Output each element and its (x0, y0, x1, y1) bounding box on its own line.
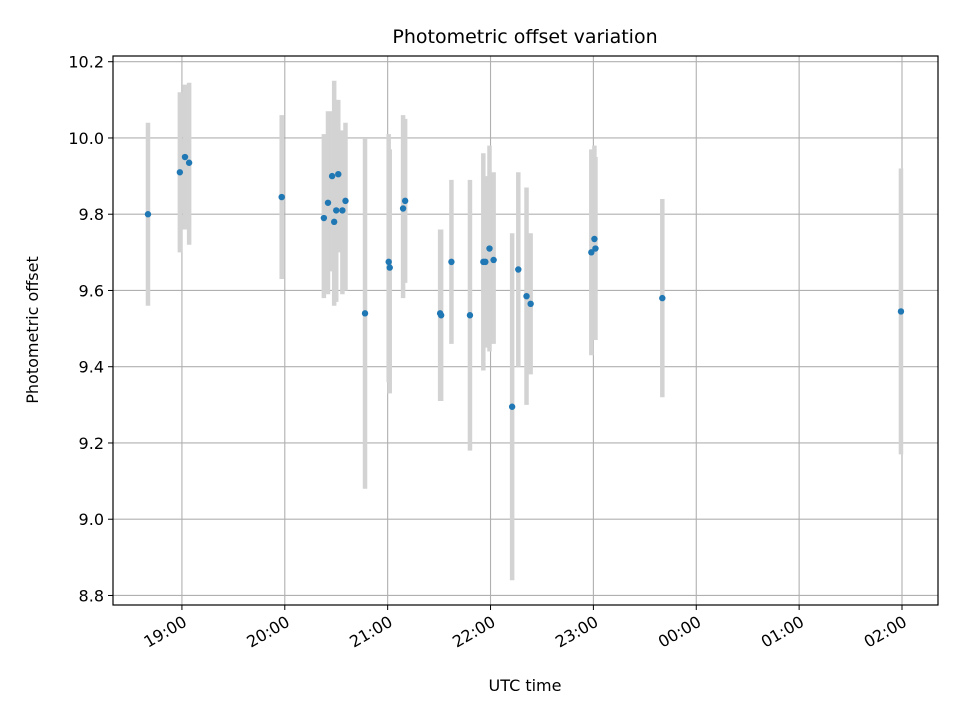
data-point (181, 153, 189, 161)
x-axis-title: UTC time (489, 676, 562, 695)
data-point (324, 199, 332, 206)
data-point (399, 205, 407, 212)
data-point (339, 207, 346, 214)
y-tick-label: 9.6 (79, 281, 104, 300)
y-tick-label: 10.0 (68, 129, 104, 148)
data-point (448, 258, 455, 266)
data-point (591, 235, 598, 243)
data-point (330, 218, 338, 226)
data-point (144, 211, 152, 218)
data-point (385, 258, 392, 266)
chart-title: Photometric offset variation (392, 26, 657, 48)
data-point (659, 294, 666, 302)
data-point (527, 300, 534, 308)
data-point (335, 170, 342, 178)
data-point (437, 312, 445, 319)
y-tick-label: 8.8 (79, 586, 104, 605)
data-point (490, 256, 497, 264)
data-point (523, 292, 530, 300)
data-point (515, 266, 522, 273)
plot-frame (112, 55, 939, 606)
data-point (333, 207, 340, 214)
data-point (278, 193, 285, 201)
data-point (176, 169, 184, 176)
data-point (185, 159, 193, 166)
data-point (592, 245, 599, 252)
data-point (386, 264, 393, 271)
data-point (401, 197, 409, 205)
data-point (897, 308, 905, 315)
data-point (486, 245, 493, 252)
data-point (361, 310, 369, 317)
y-tick-label: 9.2 (79, 434, 104, 453)
y-tick-label: 9.0 (79, 510, 104, 529)
data-point (328, 172, 336, 180)
data-point (342, 197, 349, 205)
data-point (482, 258, 489, 266)
y-axis-title: Photometric offset (23, 256, 42, 404)
data-point (466, 312, 474, 319)
y-tick-label: 9.8 (79, 205, 104, 224)
data-point (588, 249, 595, 256)
y-tick-label: 10.2 (68, 53, 104, 72)
y-tick-label: 9.4 (79, 358, 104, 377)
data-points (144, 153, 905, 410)
data-point (320, 214, 328, 222)
data-point (508, 403, 516, 410)
